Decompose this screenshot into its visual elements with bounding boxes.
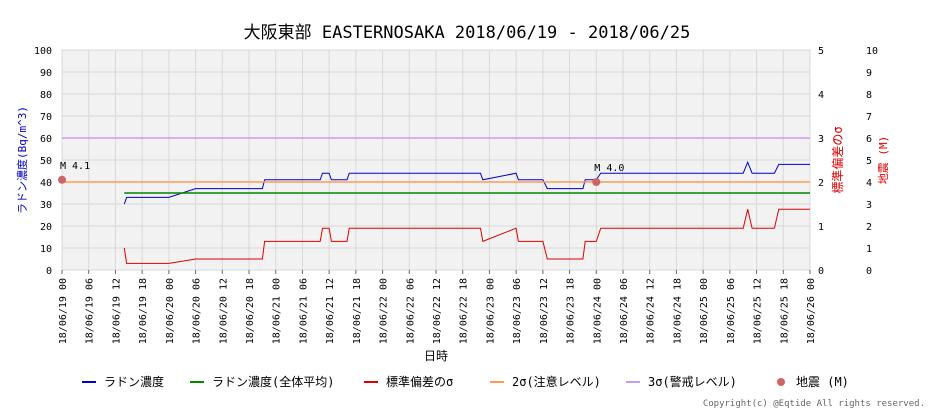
x-tick-label: 18/06/25 06 (726, 278, 737, 344)
y-axis-label-left: ラドン濃度(Bq/m^3) (15, 106, 29, 214)
y-axis-label-right-sigma: 標準偏差のσ (830, 126, 845, 193)
x-tick-label: 18/06/21 18 (352, 278, 363, 344)
x-tick-label: 18/06/20 18 (245, 278, 256, 344)
x-tick-label: 18/06/22 06 (405, 278, 416, 344)
x-tick-label: 18/06/19 12 (111, 278, 122, 344)
y-tick-label-sigma: 0 (818, 266, 824, 277)
x-tick-label: 18/06/24 06 (619, 278, 630, 344)
y-tick-label-left: 90 (40, 68, 52, 79)
left-axis-ticks: 0 10 20 30 40 50 60 70 80 90 100 (34, 46, 52, 277)
x-tick-label: 18/06/23 12 (539, 278, 550, 344)
series-layer (62, 137, 810, 264)
y-tick-label-sigma: 3 (818, 134, 824, 145)
legend-label: 標準偏差のσ (386, 374, 453, 389)
legend-label: ラドン濃度(全体平均) (212, 374, 334, 389)
y-tick-label-left: 70 (40, 112, 52, 123)
x-tick-label: 18/06/26 00 (806, 278, 817, 344)
y-tick-label-magnitude: 2 (866, 222, 872, 233)
y-tick-label-left: 30 (40, 200, 52, 211)
x-tick-label: 18/06/20 00 (165, 278, 176, 344)
y-tick-label-left: 40 (40, 178, 52, 189)
y-tick-label-magnitude: 3 (866, 200, 872, 211)
x-tick-label: 18/06/23 00 (485, 278, 496, 344)
earthquake-label: M 4.1 (60, 161, 90, 172)
earthquake-marker (58, 175, 66, 184)
y-tick-label-magnitude: 9 (866, 68, 872, 79)
y-tick-label-left: 20 (40, 222, 52, 233)
x-tick-label: 18/06/21 00 (272, 278, 283, 344)
legend: ラドン濃度 ラドン濃度(全体平均) 標準偏差のσ 2σ(注意レベル) 3σ(警戒レベル)… (82, 374, 849, 389)
x-tick-label: 18/06/24 18 (672, 278, 683, 344)
x-tick-label: 18/06/22 18 (459, 278, 470, 344)
legend-label: ラドン濃度 (104, 374, 164, 389)
earthquake-marker (592, 178, 601, 186)
legend-label: 地震 (M) (796, 375, 849, 389)
y-tick-label-magnitude: 1 (866, 244, 872, 255)
x-tick-label: 18/06/25 00 (699, 278, 710, 344)
legend-swatch (777, 378, 785, 386)
y-tick-label-left: 100 (34, 46, 52, 57)
y-tick-label-left: 10 (40, 244, 52, 255)
x-tick-label: 18/06/22 00 (379, 278, 390, 344)
x-tick-label: 18/06/24 00 (592, 278, 603, 344)
x-tick-label: 18/06/22 12 (432, 278, 443, 344)
x-axis-ticks: 18/06/19 00 18/06/19 06 18/06/19 12 18/06/1… (58, 270, 817, 344)
y-tick-label-sigma: 2 (818, 178, 824, 189)
y-tick-label-magnitude: 4 (866, 178, 872, 189)
x-tick-label: 18/06/23 06 (512, 278, 523, 344)
legend-label: 2σ(注意レベル) (512, 374, 601, 389)
y-axis-label-right-magnitude: 地震 (M) (877, 136, 890, 185)
y-tick-label-left: 60 (40, 134, 52, 145)
earthquake-label: M 4.0 (594, 163, 624, 174)
y-tick-label-left: 50 (40, 156, 52, 167)
x-tick-label: 18/06/25 18 (779, 278, 790, 344)
y-tick-label-left: 80 (40, 90, 52, 101)
x-tick-label: 18/06/25 12 (753, 278, 764, 344)
right-axis-sigma-ticks: 0 1 2 3 4 5 (818, 46, 824, 277)
y-tick-label-magnitude: 6 (866, 134, 872, 145)
series-line (123, 160, 810, 205)
y-tick-label-magnitude: 8 (866, 90, 872, 101)
x-tick-label: 18/06/21 12 (325, 278, 336, 344)
x-tick-label: 18/06/20 06 (192, 278, 203, 344)
right-axis-magnitude-ticks: 0 1 2 3 4 5 6 7 8 9 10 (866, 46, 878, 277)
x-tick-label: 18/06/21 06 (298, 278, 309, 344)
y-tick-label-left: 0 (46, 266, 52, 277)
y-tick-label-sigma: 4 (818, 90, 824, 101)
y-tick-label-sigma: 5 (818, 46, 824, 57)
y-tick-label-magnitude: 5 (866, 156, 872, 167)
x-tick-label: 18/06/24 12 (646, 278, 657, 344)
copyright: Copyright(c) @Eqtide All rights reserved… (703, 399, 925, 409)
x-tick-label: 18/06/23 18 (566, 278, 577, 344)
x-tick-label: 18/06/20 12 (218, 278, 229, 344)
y-tick-label-sigma: 1 (818, 222, 824, 233)
series-line (123, 208, 810, 264)
y-tick-label-magnitude: 7 (866, 112, 872, 123)
x-tick-label: 18/06/19 06 (85, 278, 96, 344)
y-tick-label-magnitude: 10 (866, 46, 878, 57)
x-axis-label: 日時 (424, 349, 448, 363)
y-tick-label-magnitude: 0 (866, 266, 872, 277)
x-tick-label: 18/06/19 18 (138, 278, 149, 344)
legend-label: 3σ(警戒レベル) (648, 374, 737, 389)
earthquake-layer: M 4.1 M 4.0 (58, 161, 624, 186)
chart-title: 大阪東部 EASTERNOSAKA 2018/06/19 - 2018/06/2… (244, 23, 691, 43)
x-tick-label: 18/06/19 00 (58, 278, 69, 344)
